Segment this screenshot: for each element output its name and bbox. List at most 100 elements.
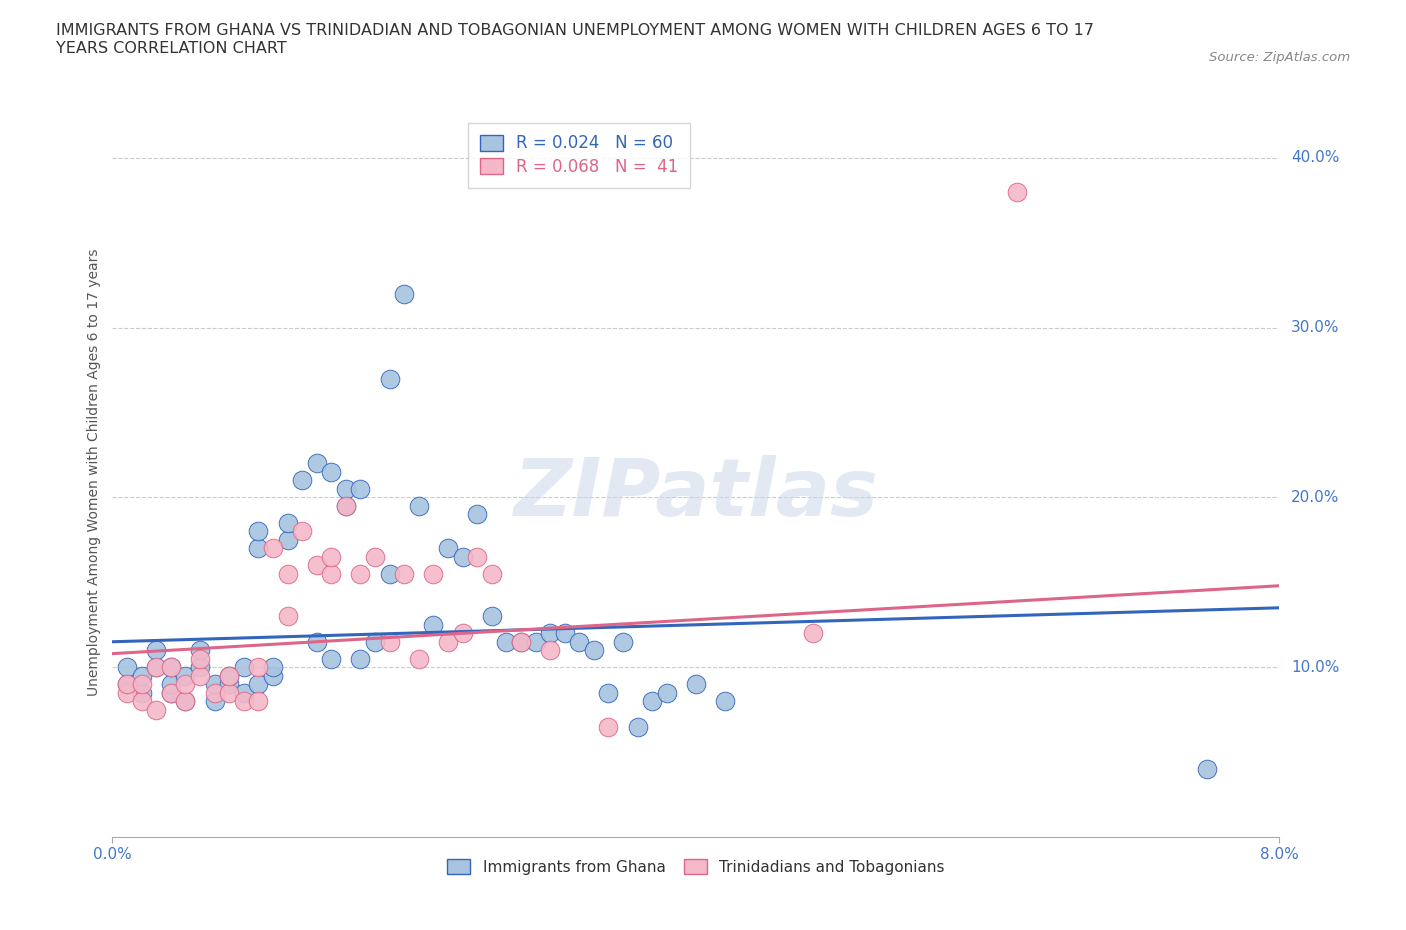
Point bbox=[188, 659, 211, 674]
Point bbox=[568, 634, 591, 649]
Point bbox=[408, 498, 430, 513]
Point bbox=[321, 465, 343, 480]
Text: Source: ZipAtlas.com: Source: ZipAtlas.com bbox=[1209, 51, 1350, 64]
Point bbox=[160, 659, 183, 674]
Point bbox=[378, 371, 401, 386]
Point bbox=[598, 719, 620, 734]
Point bbox=[349, 482, 371, 497]
Point bbox=[160, 685, 183, 700]
Point bbox=[335, 498, 357, 513]
Point bbox=[188, 643, 211, 658]
Point bbox=[291, 524, 314, 538]
Point bbox=[218, 669, 240, 684]
Point bbox=[714, 694, 737, 709]
Text: 30.0%: 30.0% bbox=[1291, 320, 1340, 335]
Point bbox=[509, 634, 531, 649]
Point bbox=[247, 694, 270, 709]
Point bbox=[115, 677, 138, 692]
Point bbox=[481, 566, 503, 581]
Point bbox=[364, 550, 387, 565]
Point bbox=[160, 659, 183, 674]
Y-axis label: Unemployment Among Women with Children Ages 6 to 17 years: Unemployment Among Women with Children A… bbox=[87, 248, 101, 696]
Point bbox=[641, 694, 664, 709]
Text: IMMIGRANTS FROM GHANA VS TRINIDADIAN AND TOBAGONIAN UNEMPLOYMENT AMONG WOMEN WIT: IMMIGRANTS FROM GHANA VS TRINIDADIAN AND… bbox=[56, 23, 1094, 56]
Point bbox=[394, 566, 416, 581]
Point bbox=[321, 566, 343, 581]
Point bbox=[218, 677, 240, 692]
Point bbox=[451, 550, 474, 565]
Point bbox=[174, 677, 197, 692]
Point bbox=[1005, 184, 1028, 199]
Point bbox=[321, 651, 343, 666]
Point bbox=[218, 685, 240, 700]
Point bbox=[408, 651, 430, 666]
Point bbox=[145, 702, 167, 717]
Point bbox=[495, 634, 517, 649]
Point bbox=[247, 677, 270, 692]
Point bbox=[174, 669, 197, 684]
Point bbox=[685, 677, 707, 692]
Point bbox=[321, 550, 343, 565]
Point bbox=[612, 634, 634, 649]
Text: 20.0%: 20.0% bbox=[1291, 490, 1340, 505]
Point bbox=[305, 634, 328, 649]
Point bbox=[115, 677, 138, 692]
Point bbox=[509, 634, 531, 649]
Point bbox=[655, 685, 678, 700]
Text: 40.0%: 40.0% bbox=[1291, 151, 1340, 166]
Point bbox=[232, 685, 254, 700]
Point bbox=[291, 473, 314, 488]
Point bbox=[364, 634, 387, 649]
Point bbox=[160, 677, 183, 692]
Point bbox=[204, 677, 226, 692]
Point bbox=[801, 626, 824, 641]
Point bbox=[538, 643, 561, 658]
Point bbox=[262, 669, 284, 684]
Point bbox=[145, 659, 167, 674]
Point bbox=[247, 659, 270, 674]
Point bbox=[247, 524, 270, 538]
Point bbox=[378, 566, 401, 581]
Point bbox=[524, 634, 547, 649]
Point bbox=[174, 694, 197, 709]
Point bbox=[262, 541, 284, 556]
Point bbox=[598, 685, 620, 700]
Point bbox=[465, 550, 488, 565]
Point bbox=[335, 498, 357, 513]
Text: 10.0%: 10.0% bbox=[1291, 659, 1340, 675]
Point bbox=[582, 643, 605, 658]
Text: ZIPatlas: ZIPatlas bbox=[513, 455, 879, 533]
Point bbox=[378, 634, 401, 649]
Point bbox=[131, 669, 153, 684]
Point bbox=[131, 694, 153, 709]
Point bbox=[538, 626, 561, 641]
Point bbox=[188, 669, 211, 684]
Point bbox=[188, 651, 211, 666]
Point bbox=[305, 456, 328, 471]
Point bbox=[1195, 762, 1218, 777]
Point bbox=[465, 507, 488, 522]
Point bbox=[218, 669, 240, 684]
Point bbox=[204, 685, 226, 700]
Point bbox=[276, 566, 298, 581]
Point bbox=[145, 643, 167, 658]
Point bbox=[276, 515, 298, 530]
Point bbox=[627, 719, 650, 734]
Point bbox=[481, 609, 503, 624]
Point bbox=[276, 609, 298, 624]
Point bbox=[422, 566, 444, 581]
Point bbox=[115, 685, 138, 700]
Point bbox=[349, 651, 371, 666]
Legend: Immigrants from Ghana, Trinidadians and Tobagonians: Immigrants from Ghana, Trinidadians and … bbox=[439, 850, 953, 884]
Point bbox=[115, 659, 138, 674]
Point bbox=[262, 659, 284, 674]
Point bbox=[451, 626, 474, 641]
Point bbox=[232, 694, 254, 709]
Point bbox=[174, 694, 197, 709]
Point bbox=[335, 482, 357, 497]
Point bbox=[232, 659, 254, 674]
Point bbox=[131, 677, 153, 692]
Point bbox=[276, 533, 298, 548]
Point bbox=[145, 659, 167, 674]
Point bbox=[349, 566, 371, 581]
